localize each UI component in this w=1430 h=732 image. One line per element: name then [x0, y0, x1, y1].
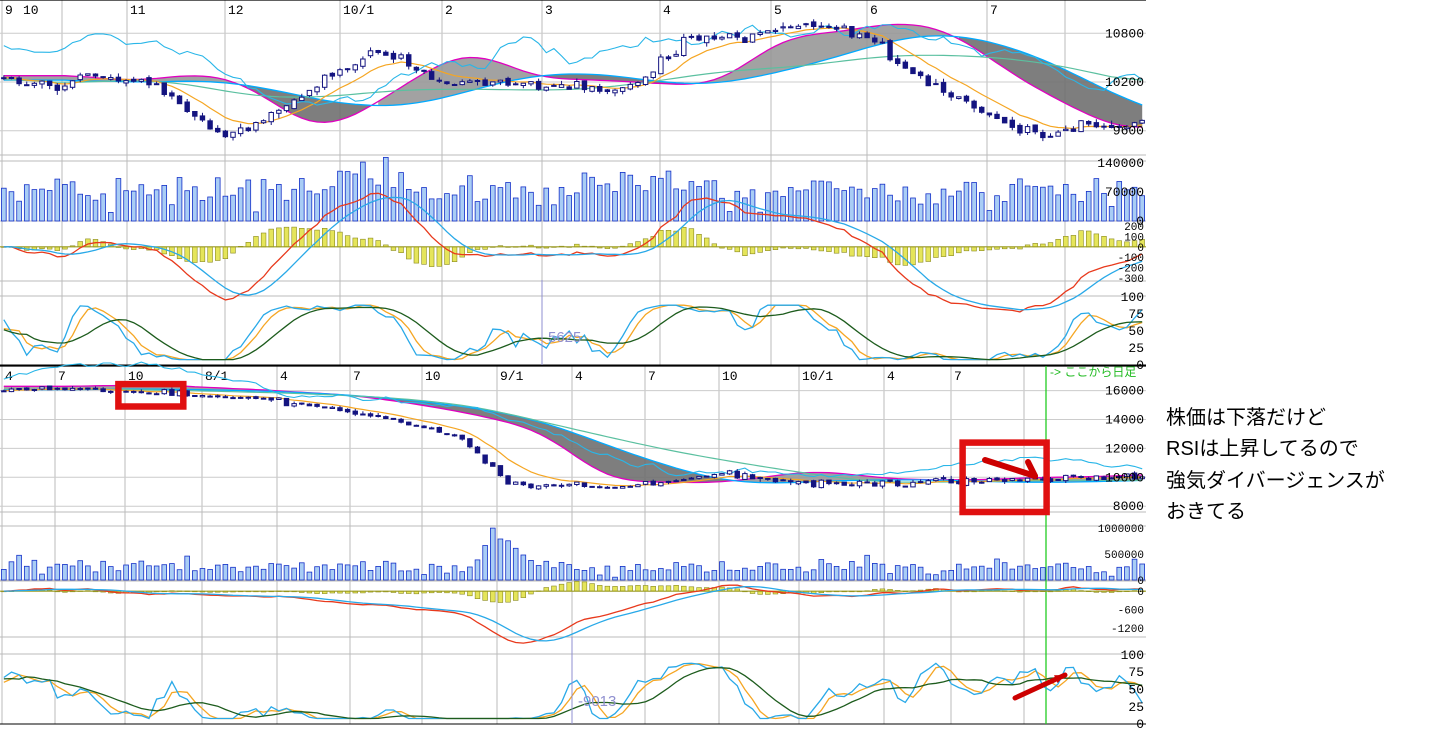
svg-text:7: 7: [353, 369, 361, 384]
svg-text:7: 7: [648, 369, 656, 384]
svg-text:70000: 70000: [1105, 185, 1144, 200]
svg-text:5: 5: [774, 3, 782, 18]
svg-text:9/1: 9/1: [500, 369, 524, 384]
svg-text:12000: 12000: [1105, 441, 1144, 456]
svg-text:500000: 500000: [1104, 550, 1144, 562]
svg-text:16000: 16000: [1105, 384, 1144, 399]
svg-text:0: 0: [1137, 587, 1144, 599]
svg-text:6: 6: [870, 3, 878, 18]
svg-text:4: 4: [663, 3, 671, 18]
svg-text:-9013: -9013: [578, 693, 616, 710]
svg-text:10: 10: [722, 369, 738, 384]
svg-text:-600: -600: [1118, 606, 1144, 618]
svg-text:10200: 10200: [1105, 75, 1144, 90]
svg-text:100: 100: [1121, 648, 1144, 663]
svg-text:5625: 5625: [548, 329, 581, 346]
svg-text:10: 10: [425, 369, 441, 384]
svg-text:-300: -300: [1118, 274, 1144, 286]
svg-text:10000: 10000: [1105, 470, 1144, 485]
svg-text:7: 7: [58, 369, 66, 384]
svg-text:-> ここから日足: -> ここから日足: [1050, 365, 1136, 379]
svg-text:10/1: 10/1: [802, 369, 833, 384]
svg-text:75: 75: [1128, 665, 1144, 680]
svg-text:50: 50: [1128, 683, 1144, 698]
svg-text:-1200: -1200: [1111, 624, 1144, 636]
svg-text:12: 12: [228, 3, 244, 18]
svg-text:25: 25: [1128, 341, 1144, 356]
svg-text:75: 75: [1128, 307, 1144, 322]
svg-text:4: 4: [280, 369, 288, 384]
svg-text:4: 4: [575, 369, 583, 384]
svg-text:11: 11: [130, 3, 146, 18]
svg-text:9: 9: [5, 3, 13, 18]
svg-text:4: 4: [887, 369, 895, 384]
svg-text:10/1: 10/1: [343, 3, 374, 18]
svg-text:7: 7: [990, 3, 998, 18]
svg-text:140000: 140000: [1097, 156, 1144, 171]
svg-text:1000000: 1000000: [1098, 524, 1144, 536]
svg-text:7: 7: [954, 369, 962, 384]
svg-text:2: 2: [445, 3, 453, 18]
svg-text:100: 100: [1121, 290, 1144, 305]
svg-text:9600: 9600: [1113, 124, 1144, 139]
svg-text:8000: 8000: [1113, 499, 1144, 514]
svg-text:3: 3: [545, 3, 553, 18]
svg-text:0: 0: [1136, 717, 1144, 732]
svg-text:25: 25: [1128, 700, 1144, 715]
svg-text:0: 0: [1137, 576, 1144, 588]
svg-text:10800: 10800: [1105, 26, 1144, 41]
svg-text:10: 10: [23, 3, 39, 18]
svg-text:14000: 14000: [1105, 413, 1144, 428]
svg-text:50: 50: [1128, 324, 1144, 339]
